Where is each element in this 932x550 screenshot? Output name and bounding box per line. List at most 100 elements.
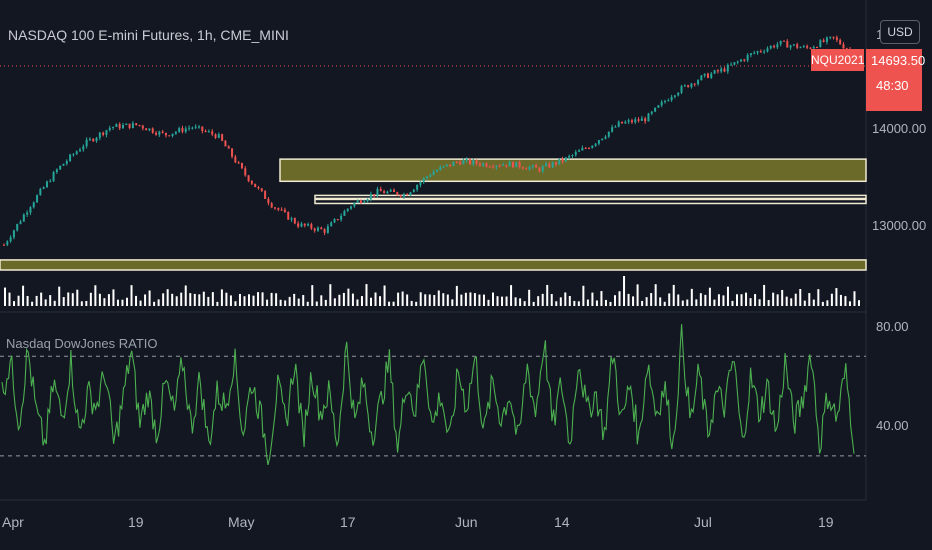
candle-body <box>191 127 194 129</box>
candle-body <box>746 55 749 61</box>
volume-bar <box>26 295 29 306</box>
candle-body <box>455 161 458 163</box>
volume-bar <box>537 296 540 306</box>
price-tick-label: 14000.00 <box>872 121 927 136</box>
volume-bar <box>790 298 793 306</box>
volume-bar <box>473 293 476 306</box>
candle-body <box>779 40 782 45</box>
currency-button[interactable]: USD <box>880 20 920 44</box>
candle-body <box>280 209 283 211</box>
volume-bar <box>121 299 124 306</box>
candle-body <box>693 83 696 85</box>
volume-bar <box>248 294 250 306</box>
candle-body <box>449 164 452 166</box>
volume-bar <box>519 298 522 306</box>
volume-bar <box>401 291 404 306</box>
volume-bar <box>135 295 138 306</box>
candle-body <box>710 73 713 78</box>
volume-bar <box>641 300 644 306</box>
candle-body <box>49 181 52 183</box>
candle-body <box>115 124 118 127</box>
candle-body <box>204 130 207 132</box>
volume-bar <box>388 301 391 306</box>
candle-body <box>763 51 766 53</box>
volume-bar <box>433 295 436 306</box>
time-tick-label: 19 <box>128 514 144 530</box>
volume-bar <box>659 297 662 306</box>
candle-body <box>472 160 475 165</box>
volume-bar <box>614 295 616 306</box>
candle-body <box>756 51 759 53</box>
candle-body <box>257 187 260 189</box>
volume-bar <box>713 299 716 306</box>
candle-body <box>521 167 524 169</box>
volume-bar <box>80 301 83 306</box>
volume-bar <box>858 300 860 306</box>
volume-bar <box>496 296 499 306</box>
candle-body <box>478 163 481 166</box>
volume-bar <box>668 293 671 306</box>
volume-bar <box>600 291 603 306</box>
volume-bar <box>8 292 11 306</box>
volume-bar <box>184 285 187 306</box>
candle-body <box>3 244 5 246</box>
volume-bar <box>618 291 621 306</box>
candle-body <box>822 40 825 42</box>
candle-body <box>736 61 739 63</box>
volume-bar <box>153 301 156 306</box>
volume-bar <box>220 289 223 306</box>
candle-body <box>627 120 630 122</box>
candle-body <box>353 202 356 207</box>
candle-body <box>753 52 756 54</box>
volume-bar <box>198 294 201 306</box>
candle-body <box>776 44 779 48</box>
volume-bar <box>306 301 309 306</box>
volume-bar <box>677 294 680 306</box>
candle-body <box>416 185 419 190</box>
volume-bar <box>130 285 133 306</box>
volume-bar <box>107 294 110 306</box>
volume-bar <box>645 297 648 306</box>
volume-bar <box>844 296 847 306</box>
volume-bar <box>374 292 377 306</box>
volume-bar <box>464 292 467 306</box>
candle-body <box>485 163 488 167</box>
volume-bar <box>514 297 517 306</box>
support-resistance-zone <box>314 198 867 205</box>
volume-bar <box>94 285 97 306</box>
candle-body <box>29 207 32 213</box>
candle-body <box>647 113 650 122</box>
candle-body <box>105 130 108 135</box>
candle-body <box>244 168 247 176</box>
volume-bar <box>103 298 106 306</box>
candle-body <box>161 131 164 133</box>
candle-body <box>548 163 551 168</box>
time-tick-label: Jun <box>455 514 478 530</box>
candle-body <box>88 138 91 140</box>
volume-bar <box>333 298 336 306</box>
volume-bar <box>717 294 720 306</box>
candle-body <box>697 80 700 85</box>
volume-bar <box>297 298 300 306</box>
volume-bar <box>379 296 382 306</box>
candle-body <box>65 160 68 164</box>
volume-bar <box>821 301 824 306</box>
candle-body <box>224 140 227 147</box>
candle-body <box>726 64 729 72</box>
candle-body <box>680 86 683 93</box>
candle-body <box>439 167 442 171</box>
candle-body <box>412 189 415 193</box>
volume-bar <box>406 294 409 306</box>
volume-bar <box>415 301 418 306</box>
candle-body <box>587 148 590 150</box>
candle-body <box>55 169 58 173</box>
candle-body <box>164 132 167 136</box>
volume-bar <box>171 293 174 306</box>
candle-body <box>832 36 835 38</box>
candle-body <box>597 140 600 144</box>
candle-body <box>270 203 273 208</box>
volume-bar <box>180 292 183 306</box>
candle-body <box>75 151 78 155</box>
candle-body <box>396 192 399 196</box>
